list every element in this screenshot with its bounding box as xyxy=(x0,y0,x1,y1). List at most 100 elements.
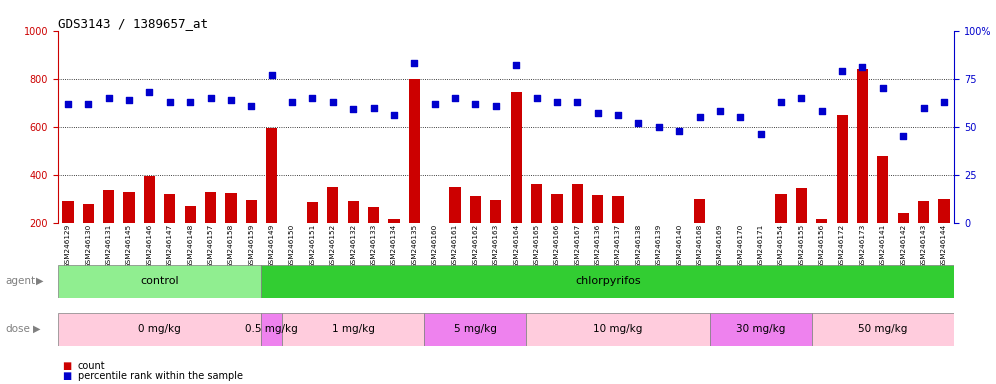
Bar xyxy=(592,195,604,223)
Bar xyxy=(632,223,644,242)
Bar xyxy=(816,219,828,223)
Text: control: control xyxy=(140,276,179,286)
Text: 5 mg/kg: 5 mg/kg xyxy=(454,324,497,334)
Bar xyxy=(266,128,277,223)
Point xyxy=(753,131,769,137)
Bar xyxy=(124,192,134,223)
Text: 1 mg/kg: 1 mg/kg xyxy=(332,324,374,334)
Bar xyxy=(262,313,282,346)
Bar xyxy=(83,204,94,223)
Bar xyxy=(776,194,787,223)
Point xyxy=(243,103,259,109)
Point xyxy=(406,60,422,66)
Bar xyxy=(938,199,949,223)
Point xyxy=(81,101,97,107)
Point xyxy=(508,62,524,68)
Point xyxy=(814,108,830,114)
Text: agent: agent xyxy=(5,276,35,286)
Bar xyxy=(673,223,684,238)
Point xyxy=(386,112,402,118)
Point xyxy=(712,108,728,114)
Bar xyxy=(531,184,542,223)
Point xyxy=(346,106,362,113)
Point xyxy=(874,85,890,91)
Bar xyxy=(511,92,522,223)
Text: ▶: ▶ xyxy=(33,324,41,334)
Bar xyxy=(490,200,501,223)
Text: 30 mg/kg: 30 mg/kg xyxy=(736,324,785,334)
Bar xyxy=(857,69,869,223)
Bar xyxy=(225,193,236,223)
Point xyxy=(325,99,341,105)
Bar xyxy=(307,202,318,223)
Bar xyxy=(449,187,460,223)
Bar xyxy=(58,313,262,346)
Point xyxy=(366,104,381,111)
Point xyxy=(60,101,76,107)
Point xyxy=(855,64,871,70)
Bar xyxy=(572,184,583,223)
Bar xyxy=(877,156,888,223)
Text: 50 mg/kg: 50 mg/kg xyxy=(859,324,907,334)
Point xyxy=(650,124,666,130)
Point xyxy=(549,99,565,105)
Point xyxy=(773,99,789,105)
Bar xyxy=(710,313,812,346)
Point xyxy=(611,112,626,118)
Bar xyxy=(368,207,379,223)
Bar xyxy=(424,313,526,346)
Text: percentile rank within the sample: percentile rank within the sample xyxy=(78,371,243,381)
Point xyxy=(122,97,137,103)
Bar xyxy=(552,194,563,223)
Point xyxy=(447,95,463,101)
Point xyxy=(590,110,606,116)
Bar xyxy=(735,223,746,240)
Bar xyxy=(812,313,954,346)
Bar xyxy=(164,194,175,223)
Text: ▶: ▶ xyxy=(36,276,44,286)
Point xyxy=(794,95,810,101)
Bar xyxy=(918,201,929,223)
Point xyxy=(936,99,952,105)
Bar xyxy=(205,192,216,223)
Text: 0.5 mg/kg: 0.5 mg/kg xyxy=(245,324,298,334)
Bar xyxy=(348,201,359,223)
Point xyxy=(182,99,198,105)
Point xyxy=(671,127,687,134)
Text: ■: ■ xyxy=(62,371,71,381)
Bar xyxy=(408,79,420,223)
Bar xyxy=(755,223,766,243)
Point xyxy=(915,104,931,111)
Text: chlorpyrifos: chlorpyrifos xyxy=(575,276,640,286)
Point xyxy=(101,95,117,101)
Point xyxy=(202,95,218,101)
Bar xyxy=(58,265,262,298)
Point xyxy=(223,97,239,103)
Bar xyxy=(526,313,710,346)
Point xyxy=(264,72,280,78)
Point xyxy=(691,114,707,120)
Text: 0 mg/kg: 0 mg/kg xyxy=(138,324,181,334)
Bar xyxy=(246,200,257,223)
Point xyxy=(529,95,545,101)
Bar xyxy=(897,213,908,223)
Point xyxy=(305,95,321,101)
Text: count: count xyxy=(78,361,106,371)
Point xyxy=(630,120,646,126)
Bar xyxy=(694,199,705,223)
Point xyxy=(488,103,504,109)
Text: 10 mg/kg: 10 mg/kg xyxy=(594,324,642,334)
Bar xyxy=(714,223,725,230)
Bar xyxy=(388,219,399,223)
Bar xyxy=(282,313,424,346)
Point xyxy=(141,89,157,95)
Point xyxy=(467,101,483,107)
Bar xyxy=(837,115,848,223)
Bar xyxy=(63,201,74,223)
Point xyxy=(284,99,300,105)
Bar xyxy=(470,196,481,223)
Bar xyxy=(143,176,155,223)
Point xyxy=(426,101,442,107)
Text: dose: dose xyxy=(5,324,30,334)
Point xyxy=(161,99,178,105)
